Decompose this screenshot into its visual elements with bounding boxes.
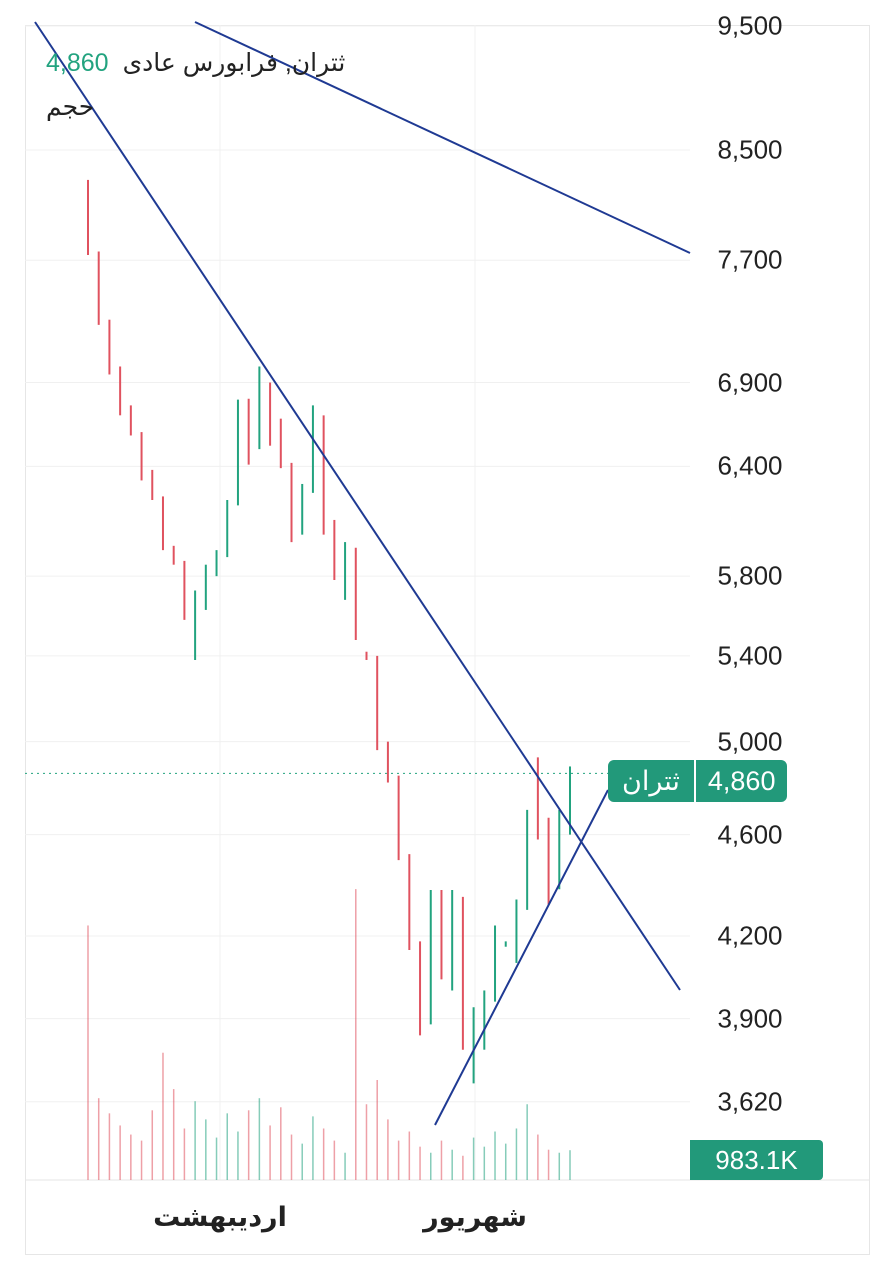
x-tick-label: شهریور [423,1202,527,1232]
y-tick-label: 5,400 [717,640,783,671]
volume-bar [226,1113,228,1180]
y-tick-label: 4,600 [717,819,783,850]
volume-bar [290,1134,293,1180]
volume-bar [269,1125,271,1180]
last-price-badge: ثتران 4,860 [608,760,788,802]
volume-bar [355,889,357,1180]
volume-bar [494,1131,496,1180]
volume-bar [205,1119,207,1180]
volume-bar [515,1128,518,1180]
volume-bar [547,1149,550,1180]
volume-bar [376,1080,378,1180]
volume-bar [440,1140,443,1180]
y-tick-label: 3,620 [717,1086,783,1117]
volume-bar [408,1131,411,1180]
volume-bar [258,1098,261,1180]
volume-bar [162,1052,164,1180]
volume-bar [87,925,89,1180]
volume-bar [397,1140,400,1180]
volume-bar [387,1119,389,1180]
chart-legend: ثتران, فرابورس عادی 4,860 [46,48,345,78]
volume-bar [322,1128,325,1180]
volume-bar [97,1098,100,1180]
volume-bar [569,1150,571,1180]
trendline [434,789,609,1126]
volume-bar [194,1101,196,1180]
volume-bar [140,1140,143,1180]
volume-bar [247,1110,250,1180]
volume-bar [312,1116,314,1180]
volume-bar [365,1104,368,1180]
volume-bar [430,1152,432,1180]
volume-bar [472,1137,475,1180]
volume-bar [333,1140,336,1180]
volume-bar [537,1134,539,1180]
x-tick-label: اردیبهشت [153,1202,287,1232]
y-tick-label: 9,500 [717,10,783,41]
y-tick-label: 5,800 [717,560,783,591]
trendline [34,21,681,991]
y-tick-label: 7,700 [717,244,783,275]
volume-bar [130,1134,132,1180]
volume-bar [483,1146,486,1180]
volume-bar [119,1125,121,1180]
volume-bar [558,1152,561,1180]
symbol-title: ثتران, فرابورس عادی [122,49,346,77]
volume-bar [172,1089,175,1180]
volume-bar [419,1146,421,1180]
volume-bar [183,1128,186,1180]
volume-bar [108,1113,111,1180]
volume-bar [301,1143,303,1180]
volume-bar [504,1143,507,1180]
volume-bar [215,1137,218,1180]
y-tick-label: 4,200 [717,920,783,951]
y-tick-label: 8,500 [717,134,783,165]
y-tick-label: 3,900 [717,1003,783,1034]
badge-symbol: ثتران [608,760,696,802]
volume-bar [280,1107,282,1180]
volume-bar [151,1110,154,1180]
y-tick-label: 6,400 [717,450,783,481]
volume-title: حجم [46,93,95,121]
volume-badge: 983.1K [690,1140,823,1180]
volume-bar [462,1155,464,1180]
last-value: 4,860 [46,49,109,77]
y-tick-label: 6,900 [717,367,783,398]
volume-bar [526,1104,528,1180]
y-tick-label: 5,000 [717,726,783,757]
volume-bar [237,1131,239,1180]
badge-price: 4,860 [707,765,776,796]
trendline [194,21,691,254]
volume-bar [451,1149,453,1180]
volume-bar [344,1152,346,1180]
